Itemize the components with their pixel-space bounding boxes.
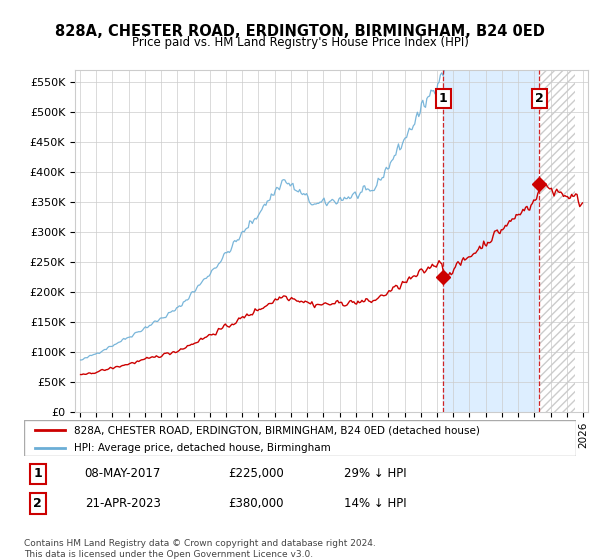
Text: Price paid vs. HM Land Registry's House Price Index (HPI): Price paid vs. HM Land Registry's House … (131, 36, 469, 49)
Text: 2: 2 (535, 92, 544, 105)
Text: 14% ↓ HPI: 14% ↓ HPI (344, 497, 407, 510)
Text: 1: 1 (439, 92, 448, 105)
Text: £380,000: £380,000 (228, 497, 284, 510)
Bar (443, 70, 539, 412)
Text: 1: 1 (34, 468, 42, 480)
FancyBboxPatch shape (24, 420, 576, 456)
Text: 828A, CHESTER ROAD, ERDINGTON, BIRMINGHAM, B24 0ED: 828A, CHESTER ROAD, ERDINGTON, BIRMINGHA… (55, 24, 545, 39)
Text: 08-MAY-2017: 08-MAY-2017 (85, 468, 161, 480)
Bar (539, 70, 575, 412)
Text: HPI: Average price, detached house, Birmingham: HPI: Average price, detached house, Birm… (74, 444, 331, 454)
Text: 828A, CHESTER ROAD, ERDINGTON, BIRMINGHAM, B24 0ED (detached house): 828A, CHESTER ROAD, ERDINGTON, BIRMINGHA… (74, 425, 479, 435)
Text: 2: 2 (34, 497, 42, 510)
Text: 21-APR-2023: 21-APR-2023 (85, 497, 161, 510)
Bar (539, 70, 575, 412)
Text: Contains HM Land Registry data © Crown copyright and database right 2024.
This d: Contains HM Land Registry data © Crown c… (24, 539, 376, 559)
Text: £225,000: £225,000 (228, 468, 284, 480)
Text: 29% ↓ HPI: 29% ↓ HPI (344, 468, 407, 480)
